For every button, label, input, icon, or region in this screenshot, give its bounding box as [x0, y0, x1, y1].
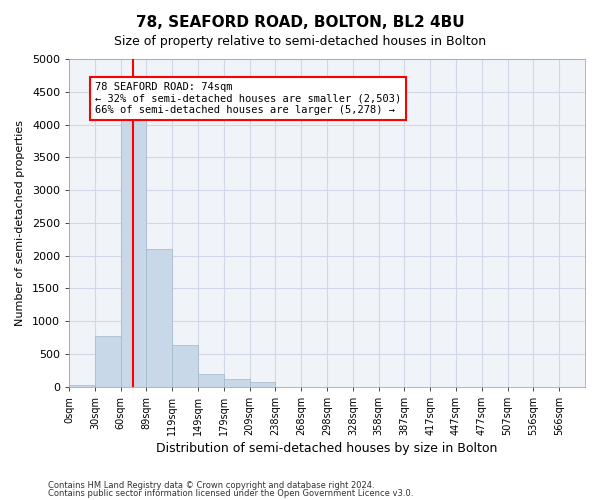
Bar [95, 336, 121, 386]
Bar [121, 118, 146, 386]
Text: Contains HM Land Registry data © Crown copyright and database right 2024.: Contains HM Land Registry data © Crown c… [48, 481, 374, 490]
Text: 78 SEAFORD ROAD: 74sqm
← 32% of semi-detached houses are smaller (2,503)
66% of : 78 SEAFORD ROAD: 74sqm ← 32% of semi-det… [95, 82, 401, 115]
Bar [250, 382, 275, 386]
Bar [224, 380, 250, 386]
Text: Size of property relative to semi-detached houses in Bolton: Size of property relative to semi-detach… [114, 35, 486, 48]
Y-axis label: Number of semi-detached properties: Number of semi-detached properties [15, 120, 25, 326]
Bar [172, 346, 198, 387]
Bar [69, 384, 95, 386]
Bar [146, 249, 172, 386]
Bar [198, 374, 224, 386]
Text: Contains public sector information licensed under the Open Government Licence v3: Contains public sector information licen… [48, 488, 413, 498]
Text: 78, SEAFORD ROAD, BOLTON, BL2 4BU: 78, SEAFORD ROAD, BOLTON, BL2 4BU [136, 15, 464, 30]
X-axis label: Distribution of semi-detached houses by size in Bolton: Distribution of semi-detached houses by … [157, 442, 498, 455]
